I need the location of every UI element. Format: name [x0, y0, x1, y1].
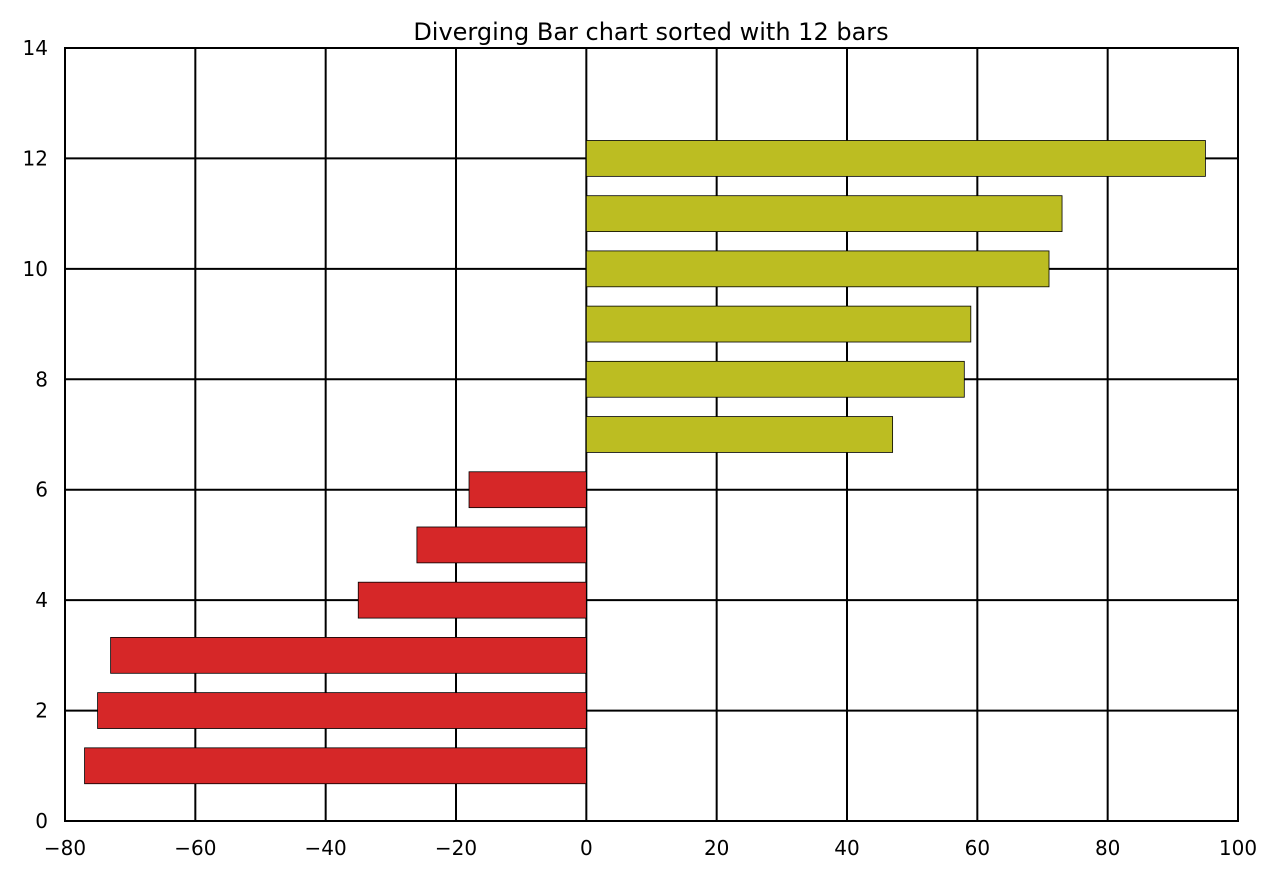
y-tick-label: 0	[35, 809, 48, 833]
x-tick-label: −20	[435, 836, 477, 860]
y-tick-label: 8	[35, 367, 48, 391]
bar-negative	[357, 581, 587, 619]
bar-negative	[84, 747, 587, 785]
bar-positive	[585, 250, 1050, 288]
bar-positive	[585, 416, 894, 453]
x-tick-label: 40	[834, 836, 859, 860]
bar-negative	[97, 692, 587, 729]
x-tick-label: 60	[965, 836, 990, 860]
bar-positive	[585, 305, 972, 343]
y-tick-label: 14	[23, 36, 48, 60]
x-tick-label: 0	[580, 836, 593, 860]
x-tick-label: −40	[305, 836, 347, 860]
y-tick-label: 12	[23, 146, 48, 170]
plot-area-frame	[64, 47, 1239, 822]
x-tick-label: 20	[704, 836, 729, 860]
bar-positive	[585, 360, 965, 398]
bar-negative	[110, 637, 587, 674]
bar-negative	[468, 471, 587, 509]
y-tick-label: 4	[35, 588, 48, 612]
y-tick-label: 6	[35, 478, 48, 502]
x-tick-label: 80	[1095, 836, 1120, 860]
x-tick-label: −60	[174, 836, 216, 860]
x-tick-label: 100	[1219, 836, 1257, 860]
y-axis-ticks: 0 2 4 6 8 10 12 14	[23, 36, 48, 833]
chart-title: Diverging Bar chart sorted with 12 bars	[413, 18, 888, 46]
x-axis-ticks: −80 −60 −40 −20 0 20 40 60 80 100	[44, 836, 1257, 860]
y-tick-label: 2	[35, 699, 48, 723]
bar-positive	[585, 195, 1063, 232]
bar-positive	[585, 140, 1206, 177]
bar-negative	[416, 526, 587, 564]
x-tick-label: −80	[44, 836, 86, 860]
bars	[84, 140, 1206, 785]
y-tick-label: 10	[23, 257, 48, 281]
